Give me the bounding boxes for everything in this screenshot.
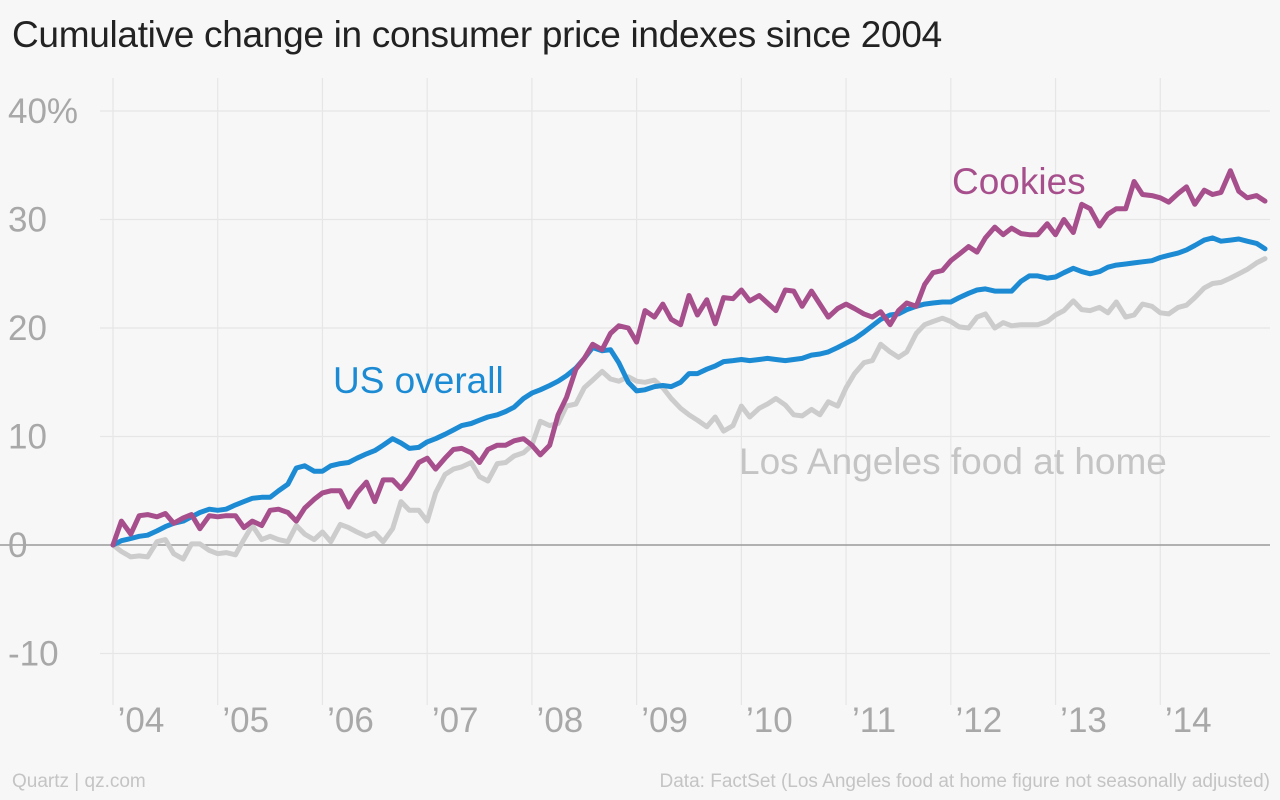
series-lines <box>110 168 1268 562</box>
x-tick-label: ’05 <box>222 701 269 740</box>
series-line-us-overall <box>110 235 1268 548</box>
y-tick-label: -10 <box>8 635 59 674</box>
chart-title: Cumulative change in consumer price inde… <box>12 14 942 55</box>
data-source-note: Data: FactSet (Los Angeles food at home … <box>659 771 1270 792</box>
y-tick-label: 30 <box>8 201 47 240</box>
x-tick-label: ’10 <box>746 701 793 740</box>
y-tick-label: 10 <box>8 418 47 457</box>
series-line-los-angeles-food-at-home <box>110 256 1268 562</box>
x-tick-label: ’06 <box>327 701 374 740</box>
series-label-los-angeles-food-at-home: Los Angeles food at home <box>739 441 1167 482</box>
horizontal-gridlines <box>0 110 1270 655</box>
y-tick-label: 20 <box>8 309 47 348</box>
x-tick-label: ’13 <box>1060 701 1107 740</box>
x-tick-label: ’04 <box>118 701 165 740</box>
x-tick-label: ’09 <box>641 701 688 740</box>
y-axis-tick-labels: 40% 30 20 10 0 -10 <box>8 92 78 674</box>
x-tick-label: ’11 <box>852 701 896 740</box>
x-tick-label: ’12 <box>955 701 1002 740</box>
source-credit: Quartz | qz.com <box>12 771 146 792</box>
y-tick-label: 0 <box>8 526 27 565</box>
series-labels: Cookies US overall Los Angeles food at hom… <box>333 161 1167 482</box>
x-tick-label: ’14 <box>1165 701 1212 740</box>
vertical-gridlines <box>112 78 1161 705</box>
x-tick-label: ’07 <box>432 701 479 740</box>
series-label-cookies: Cookies <box>952 161 1086 202</box>
series-label-us-overall: US overall <box>333 360 504 401</box>
series-line-cookies <box>110 168 1268 548</box>
x-tick-label: ’08 <box>537 701 584 740</box>
x-axis-tick-labels: ’04 ’05 ’06 ’07 ’08 ’09 ’10 ’11 ’12 ’13 ’14 <box>118 701 1212 740</box>
y-tick-label: 40% <box>8 92 78 131</box>
